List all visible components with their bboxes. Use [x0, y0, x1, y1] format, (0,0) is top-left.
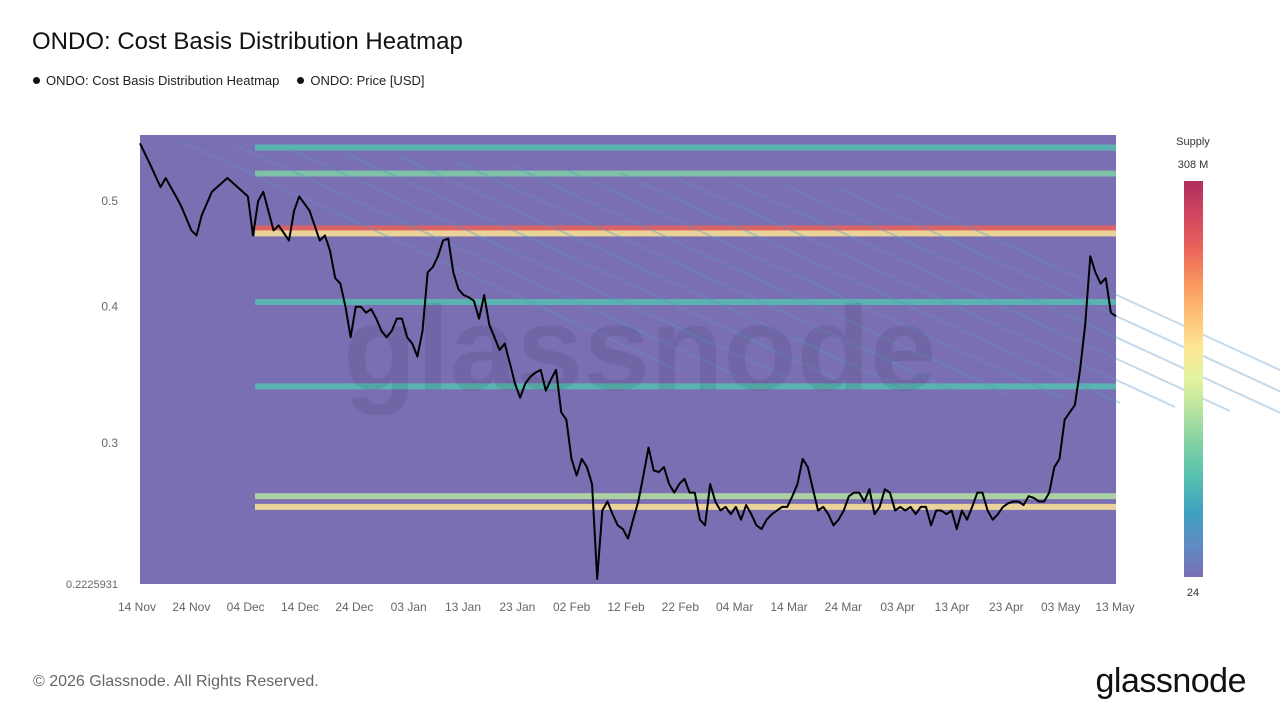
x-tick-label: 03 Jan: [391, 600, 427, 614]
x-tick-label: 04 Dec: [227, 600, 265, 614]
supply-band: [255, 298, 1116, 305]
colorbar-label: Supply: [1176, 136, 1210, 148]
cost-trail: [289, 148, 791, 380]
chart-legend: ONDO: Cost Basis Distribution Heatmap ON…: [33, 73, 424, 88]
supply-band: [255, 144, 1116, 151]
watermark: glassnode: [343, 282, 937, 416]
legend-item-price[interactable]: ONDO: Price [USD]: [297, 73, 424, 88]
x-tick-label: 13 Apr: [935, 600, 970, 614]
x-tick-label: 14 Nov: [118, 600, 156, 614]
legend-dot-icon: [33, 77, 40, 84]
cost-trail: [729, 180, 1231, 412]
price-line: [139, 142, 1117, 580]
x-tick-label: 13 Jan: [445, 600, 481, 614]
glassnode-logo: glassnode: [1095, 662, 1246, 700]
x-tick-label: 23 Jan: [499, 600, 535, 614]
chart-title: ONDO: Cost Basis Distribution Heatmap: [32, 28, 463, 55]
cost-trail: [344, 152, 846, 384]
x-tick-label: 24 Mar: [825, 600, 862, 614]
x-tick-label: 02 Feb: [553, 600, 591, 614]
cost-trail: [619, 172, 1121, 404]
copyright-footer: © 2026 Glassnode. All Rights Reserved.: [33, 673, 319, 690]
legend-label-heatmap: ONDO: Cost Basis Distribution Heatmap: [46, 73, 280, 88]
legend-label-price: ONDO: Price [USD]: [310, 73, 425, 88]
colorbar-min-label: 24: [1187, 587, 1199, 599]
x-tick-label: 14 Dec: [281, 600, 319, 614]
y-tick-label: 0.5: [101, 194, 118, 208]
cost-trail: [234, 144, 736, 376]
x-tick-label: 14 Mar: [770, 600, 807, 614]
colorbar-max-label: 308 M: [1178, 159, 1209, 171]
cost-trail: [894, 192, 1280, 372]
cost-trail: [839, 188, 1280, 393]
legend-dot-icon: [297, 77, 305, 84]
colorbar: [1184, 181, 1203, 577]
x-tick-label: 03 Apr: [880, 600, 915, 614]
x-tick-label: 22 Feb: [662, 600, 700, 614]
cost-trail: [399, 156, 901, 388]
x-tick-label: 13 May: [1095, 600, 1134, 614]
x-tick-label: 24 Nov: [172, 600, 210, 614]
supply-band: [255, 170, 1116, 177]
x-tick-label: 12 Feb: [607, 600, 645, 614]
x-tick-label: 23 Apr: [989, 600, 1024, 614]
y-tick-label: 0.4: [101, 300, 118, 314]
y-min-label: 0.2225931: [66, 579, 118, 591]
cost-trail: [179, 140, 681, 372]
x-tick-label: 24 Dec: [335, 600, 373, 614]
x-tick-label: 03 May: [1041, 600, 1080, 614]
cost-trail: [674, 176, 1176, 408]
supply-band: [255, 230, 1116, 237]
cost-trail: [564, 168, 1066, 400]
supply-band: [255, 383, 1116, 390]
x-tick-label: 04 Mar: [716, 600, 753, 614]
supply-band: [255, 503, 1116, 510]
y-tick-label: 0.3: [101, 436, 118, 450]
supply-band: [255, 493, 1116, 500]
legend-item-heatmap[interactable]: ONDO: Cost Basis Distribution Heatmap: [33, 73, 279, 88]
cost-trail: [454, 160, 956, 392]
supply-band: [255, 225, 1116, 232]
cost-trail: [509, 164, 1011, 396]
